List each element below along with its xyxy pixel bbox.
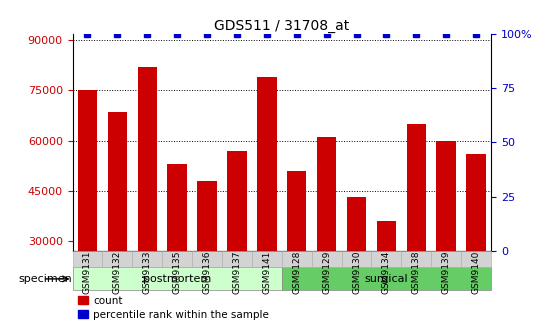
Bar: [192, 251, 222, 267]
Bar: [287, 171, 306, 336]
Text: GSM9135: GSM9135: [172, 251, 182, 294]
Bar: [162, 251, 192, 267]
Text: GSM9128: GSM9128: [292, 251, 301, 294]
Bar: [73, 251, 103, 267]
Text: GSM9133: GSM9133: [143, 251, 152, 294]
Bar: [461, 251, 491, 267]
Bar: [257, 77, 277, 336]
Text: postmortem: postmortem: [143, 274, 211, 284]
Bar: [436, 140, 456, 336]
Bar: [312, 251, 341, 267]
Bar: [167, 164, 187, 336]
Text: GSM9134: GSM9134: [382, 251, 391, 294]
Text: GSM9130: GSM9130: [352, 251, 361, 294]
Bar: [132, 251, 162, 267]
Bar: [252, 251, 282, 267]
Bar: [347, 197, 366, 336]
Bar: [407, 124, 426, 336]
Bar: [372, 251, 401, 267]
Bar: [78, 90, 97, 336]
Bar: [431, 251, 461, 267]
Text: GSM9131: GSM9131: [83, 251, 92, 294]
Bar: [341, 251, 372, 267]
Bar: [108, 112, 127, 336]
Bar: [222, 251, 252, 267]
Text: surgical: surgical: [364, 274, 408, 284]
Bar: [377, 221, 396, 336]
Bar: [138, 67, 157, 336]
Bar: [282, 251, 312, 267]
Bar: [401, 251, 431, 267]
Bar: [317, 137, 336, 336]
Legend: count, percentile rank within the sample: count, percentile rank within the sample: [78, 296, 270, 320]
Text: GSM9136: GSM9136: [203, 251, 211, 294]
Bar: [198, 181, 217, 336]
Text: GSM9132: GSM9132: [113, 251, 122, 294]
Bar: [466, 154, 486, 336]
Text: GSM9129: GSM9129: [322, 251, 331, 294]
Text: GSM9139: GSM9139: [442, 251, 451, 294]
Bar: [282, 267, 491, 290]
Bar: [227, 151, 247, 336]
Title: GDS511 / 31708_at: GDS511 / 31708_at: [214, 18, 349, 33]
Text: specimen: specimen: [19, 274, 73, 284]
Text: GSM9138: GSM9138: [412, 251, 421, 294]
Text: GSM9141: GSM9141: [262, 251, 271, 294]
Text: GSM9140: GSM9140: [472, 251, 480, 294]
Bar: [73, 267, 282, 290]
Text: GSM9137: GSM9137: [233, 251, 242, 294]
Bar: [103, 251, 132, 267]
